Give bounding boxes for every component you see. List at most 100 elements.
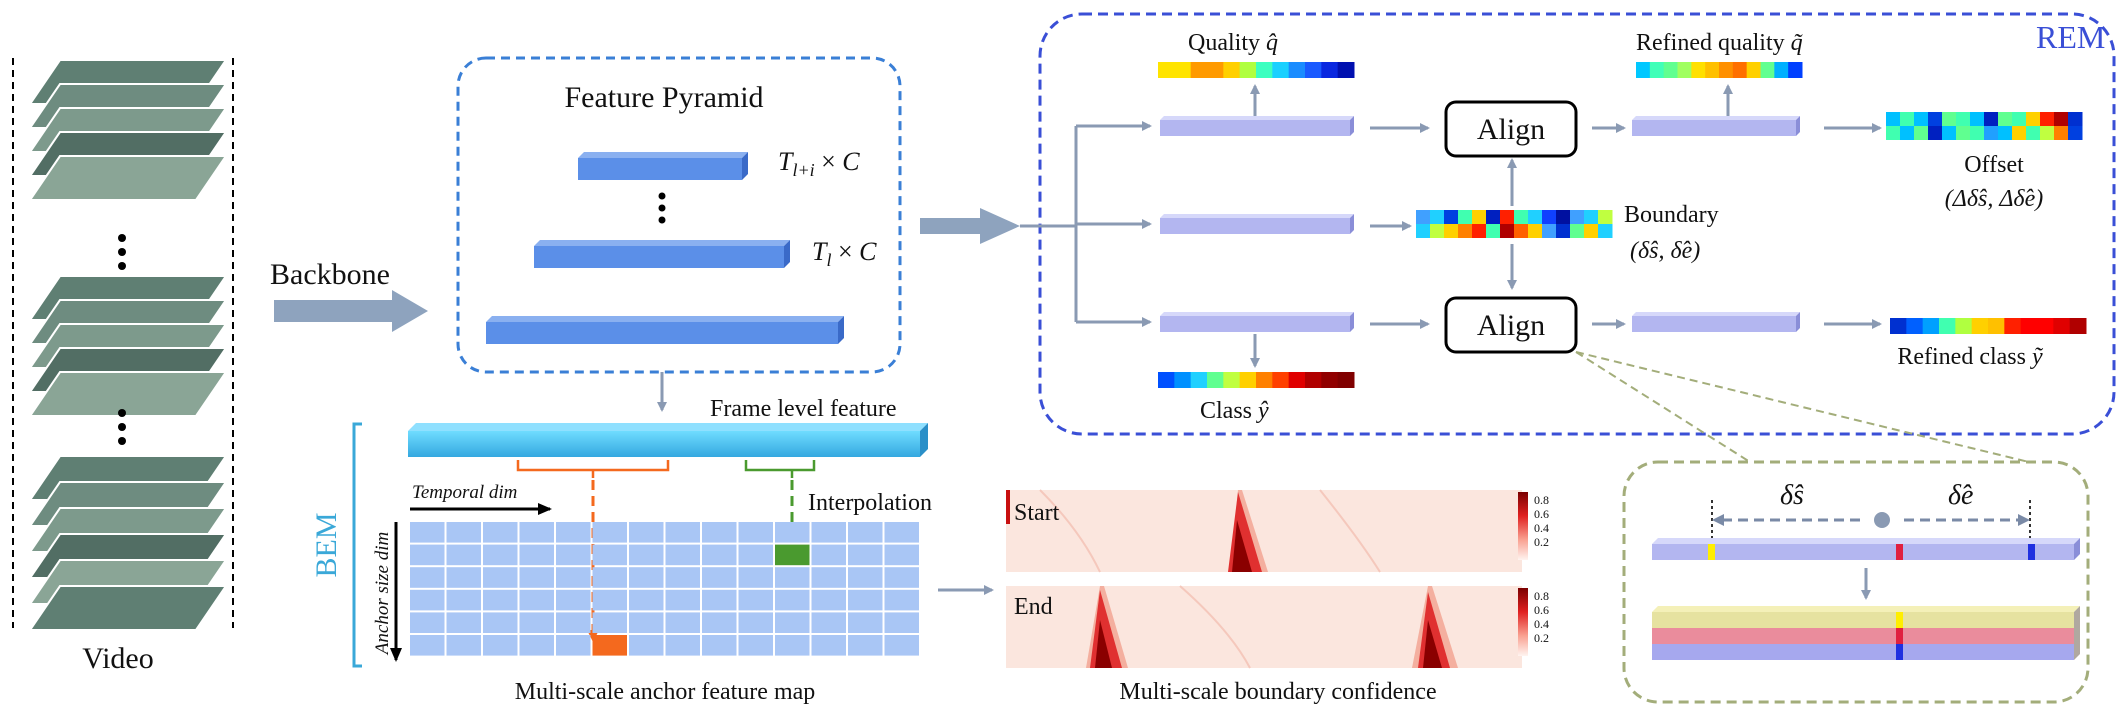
anchor-cell bbox=[738, 544, 773, 566]
anchor-cell bbox=[665, 635, 700, 656]
heat-cell bbox=[1190, 62, 1208, 78]
frame-level-feature-bar bbox=[408, 423, 928, 457]
start-colorbar bbox=[1518, 492, 1528, 560]
ellipsis-icon bbox=[118, 234, 126, 445]
feature-pyramid-box bbox=[456, 56, 902, 374]
heat-cell bbox=[1663, 62, 1678, 78]
colorbar-ticks-end: 0.80.60.40.2 bbox=[1534, 589, 1549, 645]
heat-cell bbox=[1598, 210, 1613, 224]
anchor-cell bbox=[410, 612, 445, 633]
colorbar-tick-label: 0.4 bbox=[1534, 521, 1549, 535]
quality-heatmap bbox=[1158, 62, 1355, 78]
frame-level-feature-label: Frame level feature bbox=[710, 396, 897, 422]
temporal-dim-label: Temporal dim bbox=[412, 482, 517, 503]
heat-cell bbox=[1500, 210, 1515, 224]
heat-cell bbox=[2004, 318, 2022, 334]
anchor-cell bbox=[775, 544, 810, 566]
heat-cell bbox=[1570, 210, 1585, 224]
anchor-cell bbox=[811, 522, 846, 543]
pyramid-mid-label: Tl × C bbox=[812, 237, 877, 270]
detail-box bbox=[1622, 460, 2090, 704]
quality-head-bar bbox=[1160, 116, 1354, 136]
refined-class-head-bar bbox=[1632, 312, 1800, 332]
heat-cell bbox=[1272, 372, 1290, 388]
heat-cell bbox=[2069, 318, 2087, 334]
anchor-cell bbox=[738, 635, 773, 656]
detail-anchor-bar bbox=[1652, 538, 2080, 560]
video-frame bbox=[28, 155, 228, 201]
feature-pyramid-title: Feature Pyramid bbox=[564, 81, 763, 114]
anchor-cell bbox=[884, 612, 919, 633]
align-bottom-block: Align bbox=[1444, 296, 1578, 354]
heat-cell bbox=[1955, 318, 1973, 334]
anchor-cell bbox=[592, 522, 627, 543]
anchor-cell bbox=[848, 567, 883, 588]
heat-cell bbox=[1190, 372, 1208, 388]
heat-cell bbox=[1984, 112, 1999, 126]
anchor-cell bbox=[738, 567, 773, 588]
colorbar-tick-label: 0.6 bbox=[1534, 603, 1549, 617]
anchor-cell bbox=[848, 522, 883, 543]
heat-cell bbox=[1458, 224, 1473, 238]
refined-quality-head-bar bbox=[1632, 116, 1800, 136]
anchor-cell bbox=[629, 567, 664, 588]
heat-cell bbox=[1677, 62, 1692, 78]
ellipsis-icon bbox=[658, 192, 666, 224]
class-head-bar bbox=[1160, 312, 1354, 332]
end-colorbar bbox=[1518, 588, 1528, 656]
refined-quality-label: Refined quality q̃ bbox=[1636, 30, 1803, 56]
end-heatmap bbox=[1006, 585, 1522, 669]
anchor-size-dim-label: Anchor size dim bbox=[372, 532, 393, 656]
heat-cell bbox=[1719, 62, 1734, 78]
heat-cell bbox=[1890, 318, 1907, 334]
anchor-map-caption: Multi-scale anchor feature map bbox=[515, 679, 816, 705]
heat-cell bbox=[1598, 224, 1613, 238]
anchor-cell bbox=[665, 522, 700, 543]
heat-cell bbox=[1900, 126, 1915, 140]
anchor-cell bbox=[848, 589, 883, 611]
heat-cell bbox=[1256, 62, 1273, 78]
anchor-cell bbox=[556, 612, 591, 633]
heat-cell bbox=[1691, 62, 1706, 78]
anchor-cell bbox=[848, 544, 883, 566]
anchor-cell bbox=[446, 567, 481, 588]
orange-bracket bbox=[516, 460, 670, 478]
heat-cell bbox=[1272, 62, 1290, 78]
heat-cell bbox=[1514, 224, 1529, 238]
heat-cell bbox=[1458, 210, 1473, 224]
anchor-cell bbox=[775, 635, 810, 656]
start-heatmap bbox=[1006, 489, 1522, 573]
anchor-cell bbox=[884, 544, 919, 566]
video-frames-top bbox=[28, 59, 228, 201]
anchor-cell bbox=[483, 612, 518, 633]
pyramid-level-mid bbox=[534, 240, 790, 268]
heat-cell bbox=[1886, 126, 1901, 140]
heat-cell bbox=[1305, 62, 1322, 78]
heat-cell bbox=[2012, 112, 2027, 126]
quality-label: Quality q̂ bbox=[1188, 30, 1278, 56]
heat-cell bbox=[1514, 210, 1529, 224]
heat-cell bbox=[1288, 62, 1306, 78]
video-label: Video bbox=[82, 642, 154, 675]
anchor-cell bbox=[446, 522, 481, 543]
heat-cell bbox=[1939, 318, 1956, 334]
anchor-cell bbox=[665, 567, 700, 588]
anchor-cell bbox=[446, 589, 481, 611]
video-frames-bottom bbox=[28, 455, 228, 631]
heat-cell bbox=[1942, 112, 1957, 126]
heat-cell bbox=[1239, 62, 1257, 78]
anchor-cell bbox=[665, 612, 700, 633]
anchor-cell bbox=[410, 544, 445, 566]
anchor-cell bbox=[629, 544, 664, 566]
colorbar-tick-label: 0.8 bbox=[1534, 493, 1549, 507]
green-bracket bbox=[744, 460, 816, 478]
anchor-cell bbox=[702, 544, 737, 566]
anchor-cell bbox=[446, 635, 481, 656]
anchor-cell bbox=[811, 635, 846, 656]
heat-cell bbox=[1288, 372, 1306, 388]
anchor-cell bbox=[519, 544, 554, 566]
anchor-cell bbox=[738, 522, 773, 543]
offset-symbol: (Δδ̂s, Δδ̂e) bbox=[1945, 186, 2043, 212]
anchor-cell bbox=[519, 589, 554, 611]
align-bottom-label: Align bbox=[1477, 309, 1545, 342]
